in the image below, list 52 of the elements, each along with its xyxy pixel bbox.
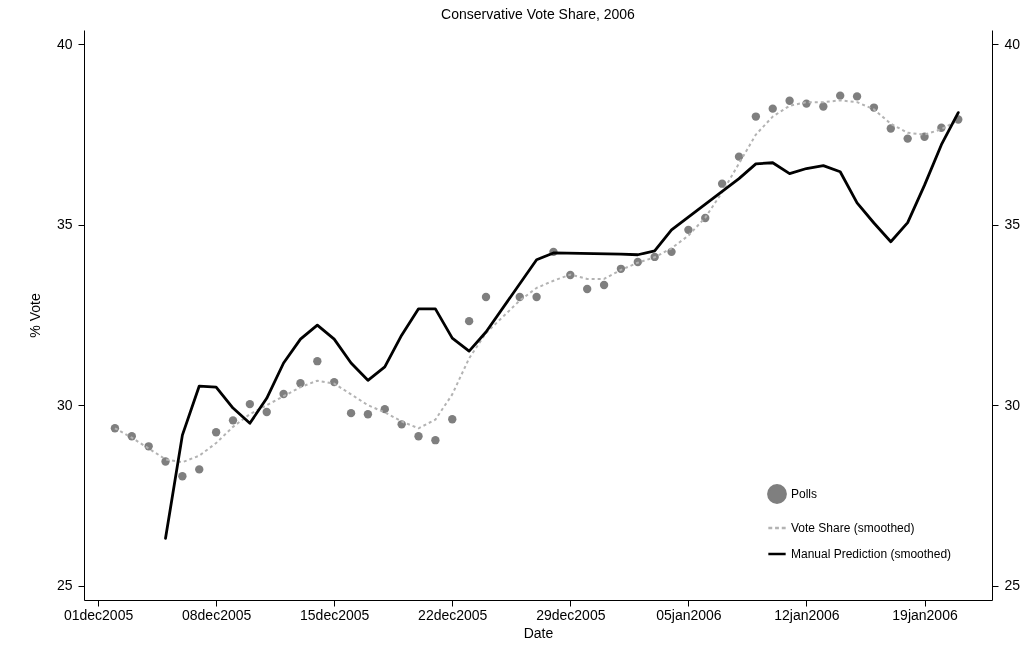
- point: [464, 316, 474, 326]
- point: [228, 416, 238, 425]
- point: [717, 179, 727, 188]
- legend-label: Polls: [791, 487, 818, 501]
- point: [785, 96, 794, 105]
- point: [245, 399, 255, 409]
- x-tick-label: 22dec2005: [418, 606, 488, 623]
- y2-tick-label: 40: [1004, 35, 1021, 52]
- point: [684, 225, 693, 235]
- x-tick-label: 05jan2006: [656, 606, 722, 623]
- point: [448, 415, 457, 424]
- x-tick-label: 19jan2006: [892, 606, 958, 623]
- point: [481, 292, 491, 302]
- legend-label: Manual Prediction (smoothed): [791, 547, 952, 561]
- x-tick-label: 01dec2005: [63, 606, 134, 623]
- point: [431, 436, 440, 445]
- point: [599, 280, 609, 290]
- y2-tick-label: 30: [1004, 396, 1021, 413]
- chart-title: Conservative Vote Share, 2006: [441, 6, 636, 22]
- y-tick-label: 30: [56, 396, 73, 413]
- point: [903, 134, 912, 143]
- y-axis-title: % Vote: [26, 293, 43, 338]
- point: [734, 152, 744, 161]
- point: [296, 379, 305, 388]
- legend-label: Vote Share (smoothed): [791, 521, 915, 535]
- point: [852, 92, 862, 101]
- point: [886, 124, 895, 133]
- x-tick-label: 12jan2006: [774, 606, 840, 623]
- point: [363, 410, 373, 419]
- point: [414, 432, 423, 441]
- x-axis-title: Date: [523, 624, 554, 641]
- point: [836, 91, 845, 100]
- x-tick-label: 15dec2005: [300, 606, 370, 623]
- x-tick-label: 08dec2005: [181, 606, 252, 623]
- point: [532, 292, 541, 302]
- line-series: [164, 111, 960, 540]
- x-tick-label: 29dec2005: [536, 606, 606, 623]
- point: [346, 408, 356, 418]
- point: [751, 112, 761, 121]
- y-tick-label: 35: [56, 216, 73, 233]
- point: [819, 102, 828, 111]
- y2-tick-label: 35: [1004, 216, 1021, 233]
- y-tick-label: 25: [56, 577, 73, 594]
- point: [262, 407, 271, 417]
- point: [195, 465, 204, 474]
- y2-tick-label: 25: [1004, 577, 1021, 594]
- y-tick-label: 40: [56, 35, 73, 52]
- point: [178, 472, 187, 481]
- point: [211, 428, 221, 437]
- point: [768, 104, 777, 113]
- point: [313, 357, 322, 366]
- point: [583, 284, 592, 294]
